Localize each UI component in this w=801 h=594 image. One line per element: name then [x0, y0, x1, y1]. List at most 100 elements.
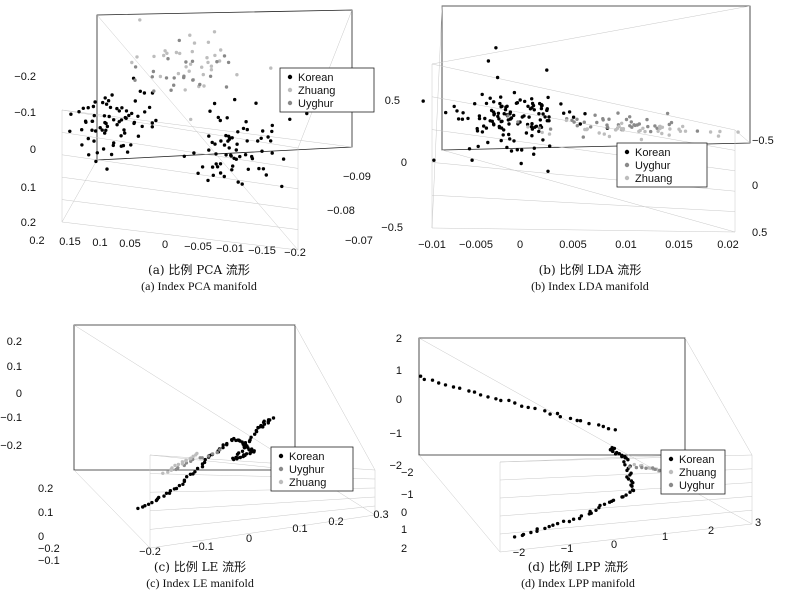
- data-point: [270, 123, 274, 128]
- data-point: [623, 454, 627, 459]
- data-point: [232, 156, 236, 160]
- data-point: [512, 90, 517, 95]
- data-point: [216, 115, 220, 120]
- data-point: [616, 111, 620, 115]
- data-point: [266, 135, 270, 139]
- data-point: [520, 404, 524, 408]
- data-point: [548, 412, 552, 416]
- series-zhuang: [526, 118, 740, 142]
- data-point: [101, 100, 105, 105]
- data-point: [486, 59, 491, 63]
- data-point: [526, 125, 530, 129]
- data-point: [575, 117, 579, 122]
- box-edge: [418, 454, 501, 553]
- data-point: [108, 105, 113, 110]
- data-point: [492, 113, 496, 117]
- data-point: [219, 48, 223, 52]
- box-back-face: [441, 5, 751, 151]
- data-point: [254, 101, 258, 105]
- data-point: [218, 171, 223, 175]
- data-point: [124, 116, 128, 121]
- legend-marker: [287, 74, 293, 80]
- data-point: [543, 409, 547, 413]
- data-point: [660, 131, 664, 136]
- data-point: [188, 62, 193, 66]
- data-point: [537, 129, 541, 134]
- data-point: [193, 470, 197, 474]
- caption-a-en: (a) Index PCA manifold: [141, 279, 257, 293]
- x-tick-label: 0.05: [119, 238, 140, 250]
- data-point: [222, 143, 227, 147]
- z-tick-label: 0.1: [7, 361, 22, 373]
- data-point: [195, 451, 199, 456]
- data-point: [93, 100, 97, 104]
- data-point: [582, 120, 586, 124]
- data-point: [188, 33, 192, 37]
- data-point: [529, 530, 533, 535]
- data-point: [538, 101, 542, 106]
- data-point: [269, 139, 273, 143]
- data-point: [270, 129, 274, 134]
- z-tick-label: −0.1: [0, 412, 22, 424]
- box-edge: [294, 324, 376, 471]
- x-tick-label: 0.01: [615, 239, 636, 251]
- data-point: [477, 114, 482, 118]
- legend-label: Uyghur: [635, 160, 671, 172]
- data-point: [176, 71, 181, 76]
- data-point: [640, 465, 644, 470]
- data-point: [501, 133, 505, 137]
- data-point: [198, 82, 202, 87]
- box-edge: [73, 469, 151, 549]
- data-point: [237, 451, 241, 455]
- gridline: [149, 496, 376, 512]
- data-point: [184, 458, 188, 462]
- data-point: [210, 165, 215, 169]
- data-point: [123, 131, 127, 135]
- data-point: [681, 124, 685, 129]
- data-point: [200, 456, 204, 460]
- data-point: [499, 138, 503, 143]
- data-point: [575, 418, 579, 423]
- data-point: [488, 96, 492, 100]
- z-tick-label: 0: [30, 144, 36, 156]
- data-point: [541, 138, 545, 142]
- data-point: [234, 455, 238, 460]
- box-back-face: [418, 337, 686, 456]
- x-tick-label: 0.15: [59, 236, 80, 248]
- data-point: [532, 146, 536, 150]
- data-point: [261, 167, 266, 171]
- x-tick-label: 3: [755, 517, 761, 529]
- z-tick-label: −0.2: [0, 440, 22, 452]
- data-point: [584, 127, 589, 132]
- data-point: [507, 132, 511, 137]
- y-tick-label: −1: [401, 489, 414, 501]
- data-point: [271, 416, 276, 420]
- data-point: [259, 423, 263, 428]
- data-point: [172, 83, 176, 87]
- data-point: [543, 526, 547, 531]
- data-point: [653, 124, 657, 128]
- data-point: [520, 148, 524, 152]
- data-point: [260, 149, 264, 153]
- data-point: [248, 438, 252, 442]
- data-point: [152, 89, 156, 93]
- data-point: [432, 158, 436, 162]
- data-point: [567, 110, 572, 114]
- data-point: [103, 96, 107, 100]
- data-point: [494, 46, 498, 50]
- data-point: [176, 466, 180, 470]
- data-point: [86, 136, 91, 141]
- data-point: [497, 117, 501, 121]
- x-tick-label: −0.05: [184, 241, 212, 253]
- data-point: [142, 91, 147, 95]
- data-point: [695, 129, 700, 133]
- data-point: [656, 129, 660, 133]
- panel-b-lda: 0.5 0 −0.5 −0.01 −0.005 0 0.005 0.01 0.015 0.02 0.…: [381, 5, 774, 251]
- data-point: [533, 406, 537, 411]
- legend-marker: [278, 479, 284, 485]
- data-point: [655, 126, 659, 130]
- data-point: [548, 144, 552, 148]
- data-point: [280, 184, 284, 189]
- data-point: [606, 427, 611, 431]
